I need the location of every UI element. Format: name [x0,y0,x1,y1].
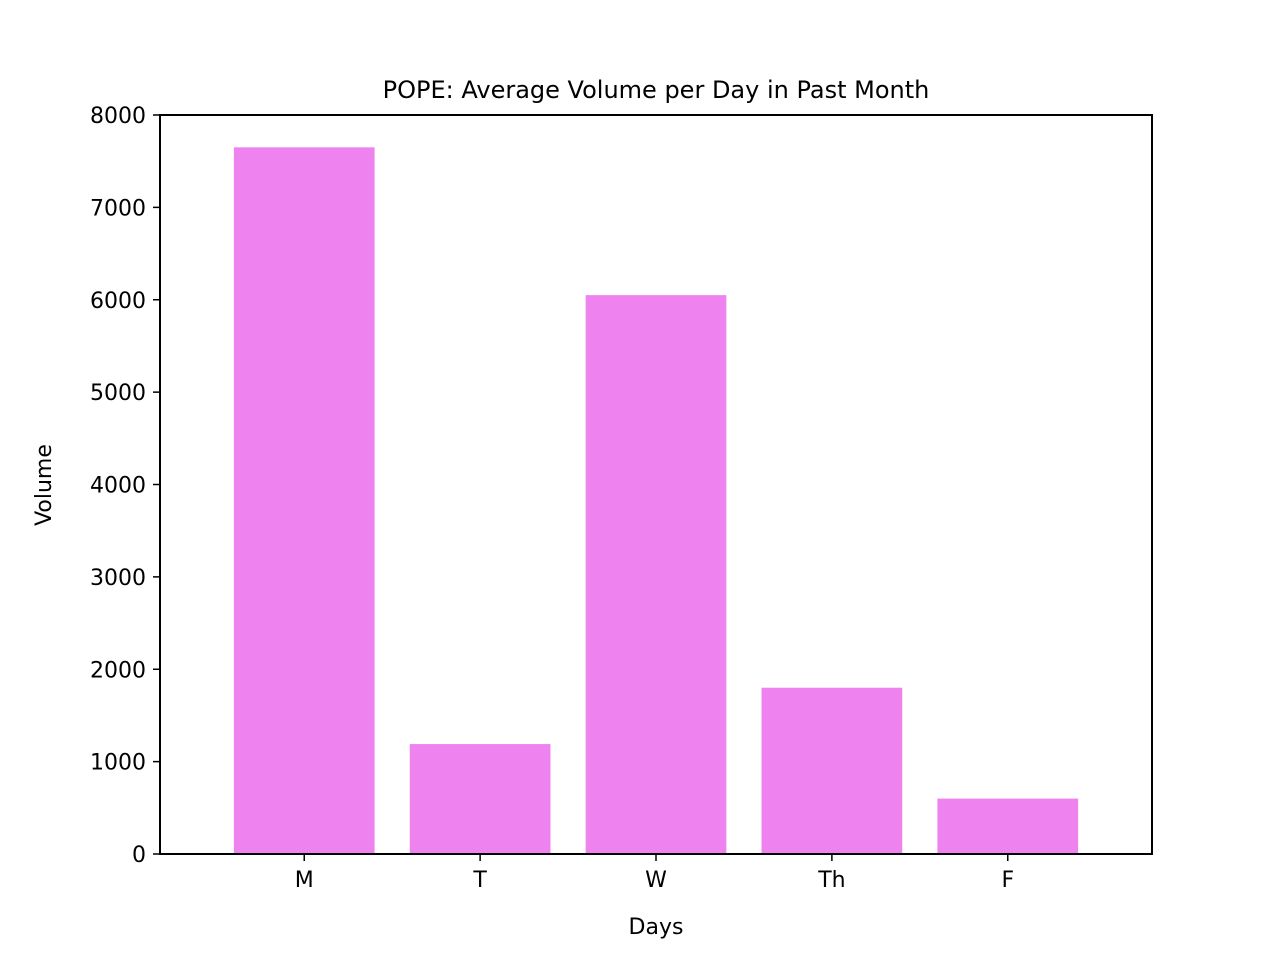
x-tick-label: W [645,868,667,893]
bar-th [761,687,903,854]
y-axis-ticks: 0 1000 2000 3000 4000 5000 6000 7000 8000 [90,104,160,868]
x-tick-label: F [1001,868,1014,893]
y-tick-label: 1000 [90,751,146,776]
x-axis-label: Days [629,915,684,940]
bar-t [409,744,551,854]
x-tick-label: T [472,868,487,893]
x-tick-label: M [295,868,314,893]
y-tick-label: 7000 [90,196,146,221]
y-tick-label: 2000 [90,658,146,683]
y-tick-label: 3000 [90,566,146,591]
y-axis-label: Volume [32,444,57,526]
y-tick-label: 5000 [90,381,146,406]
bar-w [585,295,727,855]
bar-m [233,147,375,855]
x-tick-label: Th [817,868,845,893]
bars-group [233,147,1079,855]
bar-f [937,798,1079,854]
y-tick-label: 4000 [90,474,146,499]
y-tick-label: 8000 [90,104,146,129]
x-axis-ticks: M T W Th F [295,854,1014,893]
plot-frame [159,114,1153,855]
y-tick-label: 0 [132,843,146,868]
y-tick-label: 6000 [90,289,146,314]
chart-title: POPE: Average Volume per Day in Past Mon… [383,76,930,104]
